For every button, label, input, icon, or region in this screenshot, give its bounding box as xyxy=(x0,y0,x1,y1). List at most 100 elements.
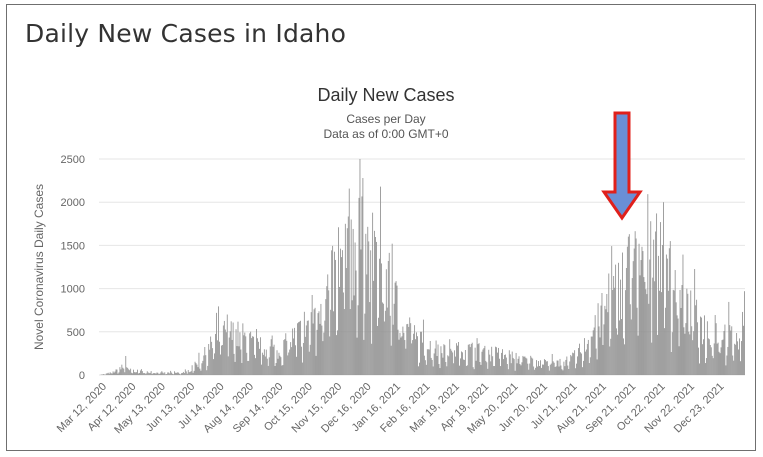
bar xyxy=(601,293,603,375)
bar xyxy=(213,359,214,375)
bar xyxy=(469,347,471,375)
bar xyxy=(484,345,486,375)
bar xyxy=(281,365,283,375)
bar xyxy=(366,274,368,375)
bar xyxy=(464,350,466,375)
bar xyxy=(576,363,578,375)
bar xyxy=(340,248,341,375)
bar xyxy=(686,288,688,375)
bar xyxy=(566,356,568,375)
bar xyxy=(706,321,708,375)
bar xyxy=(645,289,647,375)
bar xyxy=(674,270,676,375)
bar xyxy=(611,246,613,375)
bar xyxy=(594,315,596,375)
bar xyxy=(170,370,172,375)
bar xyxy=(415,339,416,375)
bar xyxy=(707,338,709,375)
bar xyxy=(107,372,109,375)
bar xyxy=(424,360,426,375)
bar xyxy=(727,346,729,375)
bar xyxy=(102,374,104,375)
bar xyxy=(398,339,400,375)
bar xyxy=(719,353,721,375)
annotation-arrow xyxy=(601,111,643,221)
bar xyxy=(302,342,304,375)
bar xyxy=(320,303,322,375)
bar xyxy=(489,354,491,375)
bar xyxy=(708,339,710,375)
bar xyxy=(515,352,517,375)
y-tick-label: 1000 xyxy=(61,284,85,296)
bar xyxy=(311,294,313,375)
bar xyxy=(579,343,580,375)
bar xyxy=(165,374,167,375)
bar xyxy=(729,325,731,375)
bar xyxy=(247,360,249,375)
bar xyxy=(172,373,174,375)
bar xyxy=(690,290,692,375)
bar xyxy=(144,373,146,375)
bar xyxy=(698,347,699,375)
bar xyxy=(404,340,406,375)
bar xyxy=(189,371,191,375)
bar xyxy=(465,365,467,375)
bar xyxy=(569,361,571,375)
bar xyxy=(662,245,663,375)
bar xyxy=(291,347,293,375)
bar xyxy=(714,315,716,375)
bar xyxy=(731,326,733,375)
bar xyxy=(331,250,333,375)
bar xyxy=(391,243,393,375)
bar xyxy=(298,322,299,375)
bar xyxy=(677,318,679,375)
bar xyxy=(395,281,397,375)
bar xyxy=(448,356,450,375)
bar xyxy=(280,357,282,375)
bar xyxy=(616,328,618,375)
bar xyxy=(476,338,478,375)
bar xyxy=(360,249,362,375)
bar xyxy=(186,373,188,375)
bar xyxy=(294,327,295,375)
bar xyxy=(602,344,604,375)
bar xyxy=(542,364,543,375)
bar xyxy=(468,344,470,375)
bar xyxy=(406,324,408,375)
bar xyxy=(374,230,376,375)
bar xyxy=(370,250,372,375)
bar xyxy=(232,322,234,375)
bar xyxy=(122,367,124,375)
bar xyxy=(183,373,185,375)
bar xyxy=(540,360,541,375)
bar xyxy=(494,366,496,375)
bar xyxy=(411,343,413,375)
bar xyxy=(392,324,394,375)
bar xyxy=(453,363,455,375)
bar xyxy=(467,344,469,375)
bar xyxy=(559,358,561,375)
bar xyxy=(109,372,111,375)
bar xyxy=(430,357,432,375)
bar xyxy=(678,346,680,375)
bar xyxy=(511,351,513,375)
bar xyxy=(512,357,514,375)
bar xyxy=(517,358,519,375)
bar xyxy=(614,287,616,375)
bar xyxy=(672,289,674,375)
bar xyxy=(432,366,434,375)
bar xyxy=(736,333,738,375)
bar xyxy=(661,292,662,375)
bar xyxy=(243,335,245,375)
bar xyxy=(185,371,187,375)
bar xyxy=(179,374,181,375)
bar xyxy=(305,325,307,375)
bar xyxy=(527,363,529,375)
bar xyxy=(422,319,424,375)
bar xyxy=(502,349,503,375)
bar xyxy=(654,281,656,375)
bar xyxy=(378,317,379,375)
bar xyxy=(648,303,650,375)
bar xyxy=(498,347,499,375)
bar xyxy=(596,359,598,375)
